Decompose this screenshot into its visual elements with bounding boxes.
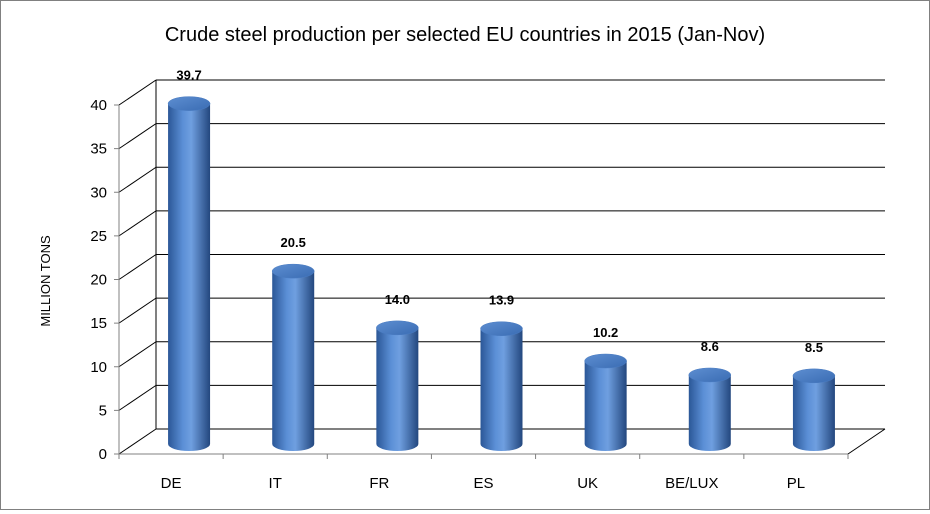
bar-top (271, 263, 315, 279)
chart-title: Crude steel production per selected EU c… (165, 24, 765, 46)
bar-body (688, 374, 731, 452)
x-tick-label: FR (369, 475, 389, 492)
bar-body (376, 327, 419, 452)
data-label: 8.6 (701, 339, 719, 354)
y-tick-label: 0 (99, 446, 107, 463)
bar-top (167, 96, 211, 111)
x-tick-labels: DE IT FR ES UK BE/LUX PL (161, 475, 805, 492)
floor-edge (847, 428, 886, 455)
bar-body (272, 271, 315, 452)
bar-it (271, 263, 315, 452)
x-tick-label: UK (577, 475, 598, 492)
y-tick-label: 15 (90, 315, 107, 332)
gridline-side (118, 341, 157, 368)
y-tick-label: 35 (90, 141, 107, 158)
gridline-side (118, 384, 157, 411)
y-tick-label: 25 (90, 228, 107, 245)
gridline-side (118, 428, 157, 455)
bars (167, 96, 836, 452)
bar-uk (584, 353, 627, 452)
bar-top (584, 353, 627, 369)
y-tick-label: 30 (90, 184, 107, 201)
gridline-side (118, 297, 157, 324)
bar-be-lux (688, 367, 732, 452)
data-label: 8.5 (805, 340, 823, 355)
bar-fr (376, 320, 419, 452)
bar-top (688, 367, 732, 383)
gridline-side (118, 210, 157, 237)
y-axis-label: MILLION TONS (38, 235, 53, 327)
bar-top (792, 368, 836, 384)
y-tick-labels: 0 5 10 15 20 25 30 35 40 (90, 97, 107, 463)
gridline-side (118, 79, 157, 106)
data-label: 10.2 (593, 325, 618, 340)
bar-es (480, 321, 523, 452)
y-tick-label: 40 (90, 97, 107, 114)
y-tick-label: 20 (90, 272, 107, 289)
bar-body (168, 103, 211, 451)
bar-pl (792, 368, 836, 452)
x-tick-label: BE/LUX (665, 475, 718, 492)
x-tick-label: ES (473, 475, 493, 492)
y-tick-label: 5 (99, 402, 107, 419)
data-label: 14.0 (385, 292, 410, 307)
gridline-side (118, 123, 157, 150)
data-labels: 39.7 20.5 14.0 13.9 10.2 8.6 8.5 (176, 68, 823, 355)
data-label: 13.9 (489, 293, 514, 308)
x-tick-label: IT (269, 475, 282, 492)
bar-body (480, 328, 523, 452)
gridline-side (118, 166, 157, 193)
bar-body (792, 375, 835, 452)
gridline-side (118, 254, 157, 280)
data-label: 20.5 (281, 235, 306, 250)
x-tick-label: DE (161, 475, 182, 492)
y-tick-label: 10 (90, 359, 107, 376)
bar-de (167, 96, 211, 451)
bar-top (480, 321, 523, 336)
bar-body (584, 361, 627, 452)
bar-top (376, 320, 419, 336)
data-label: 39.7 (176, 68, 201, 83)
x-tick-label: PL (787, 475, 805, 492)
